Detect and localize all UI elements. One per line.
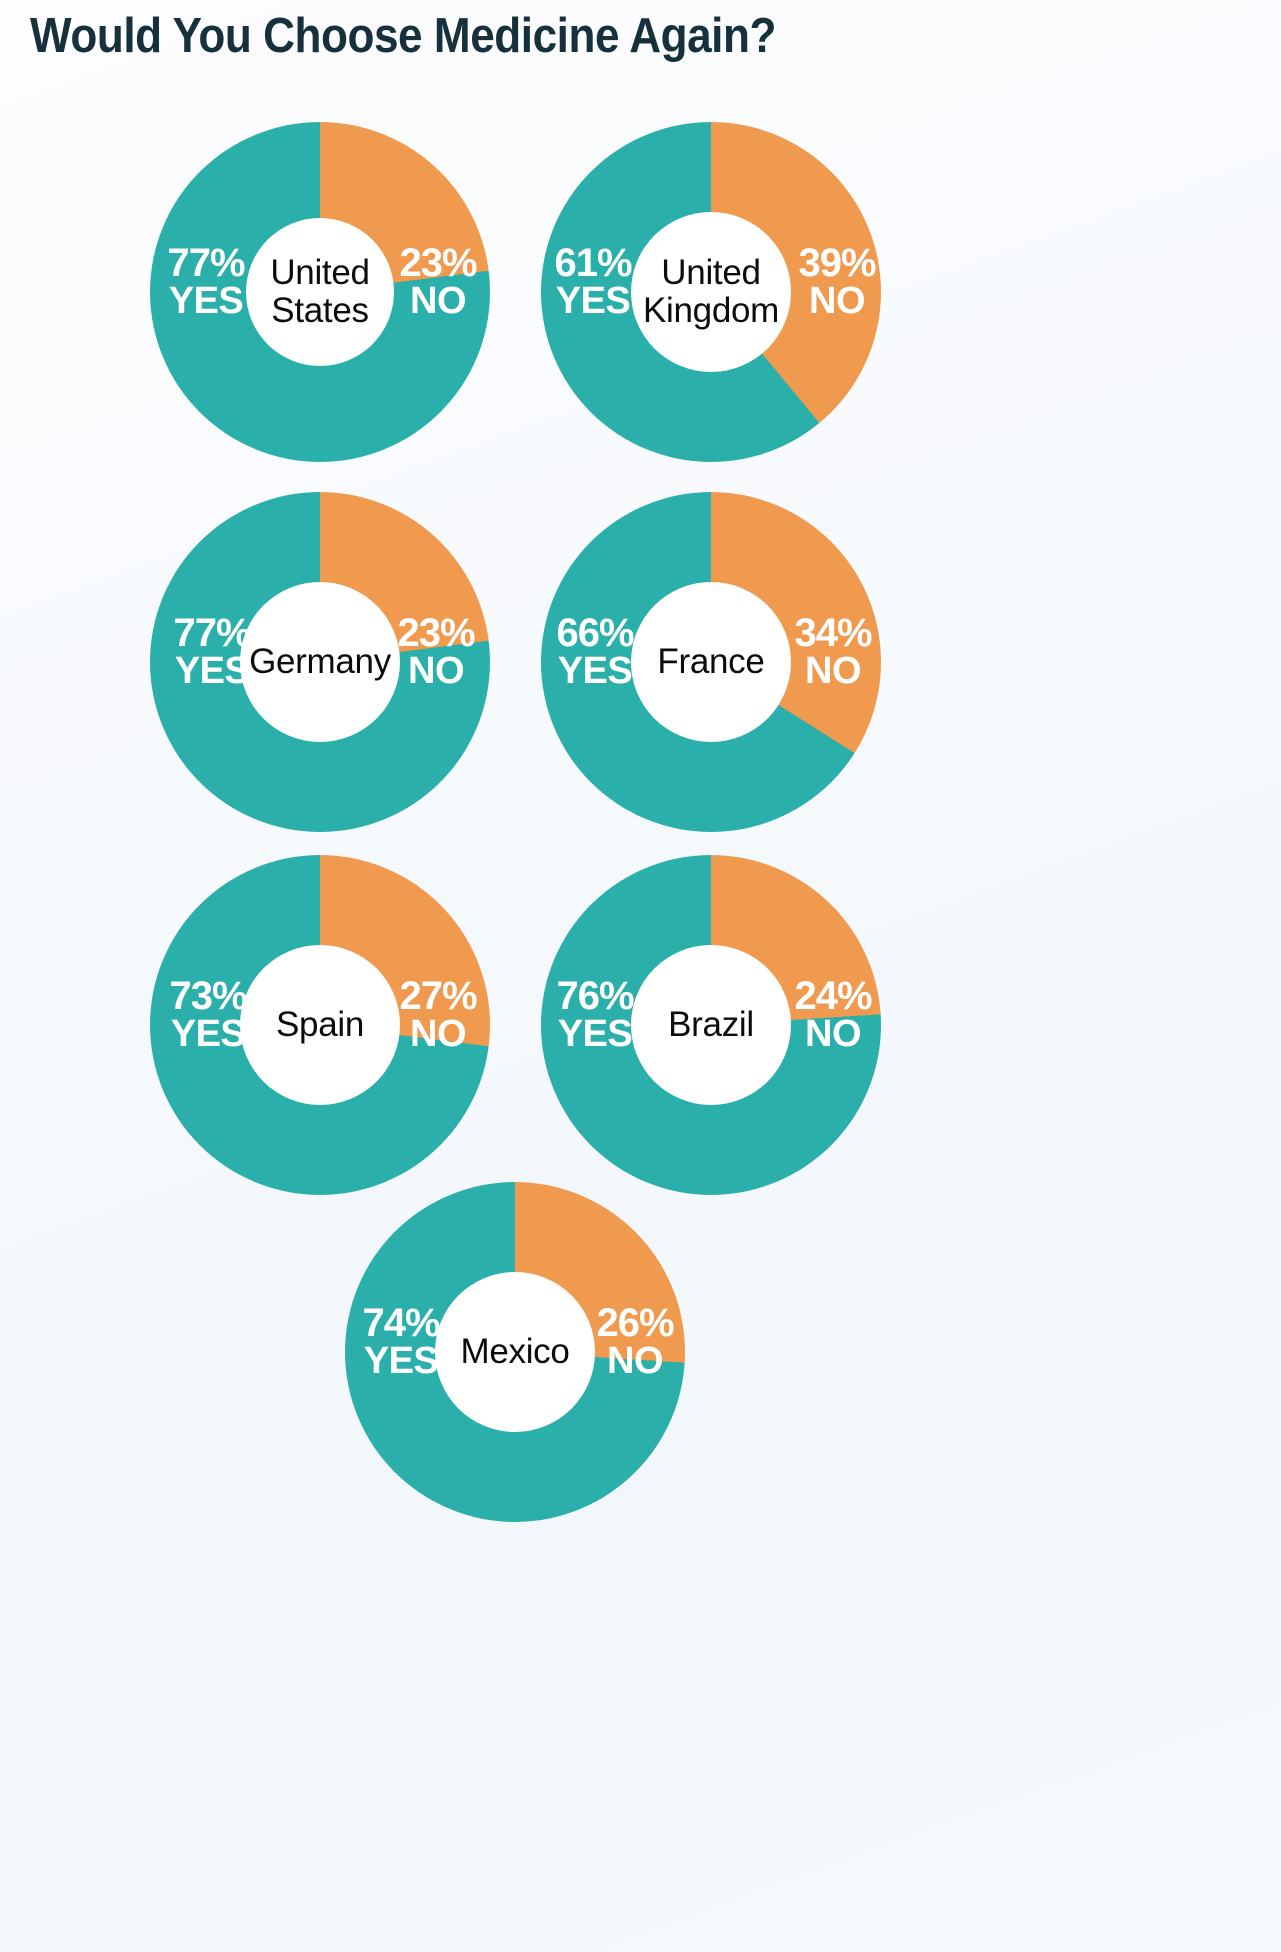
yes-word-united-states: YES xyxy=(168,280,244,323)
country-label-germany: Germany xyxy=(245,641,395,682)
country-label-line1: United xyxy=(270,252,370,292)
country-label-united-states: United States xyxy=(266,252,373,331)
no-label-spain: 27% NO xyxy=(390,974,486,1056)
donut-center-spain: Spain xyxy=(240,945,400,1105)
country-label-line1: Brazil xyxy=(668,1004,754,1044)
country-label-line2: States xyxy=(271,291,369,330)
no-label-united-states: 23% NO xyxy=(390,241,486,323)
yes-pct-brazil: 76% xyxy=(556,974,634,1018)
no-word-mexico: NO xyxy=(607,1340,664,1383)
no-word-spain: NO xyxy=(410,1013,467,1056)
donut-center-brazil: Brazil xyxy=(631,945,791,1105)
no-pct-united-kingdom: 39% xyxy=(798,241,876,285)
no-word-germany: NO xyxy=(408,650,465,693)
yes-pct-spain: 73% xyxy=(169,974,247,1018)
yes-word-brazil: YES xyxy=(557,1013,633,1056)
no-word-france: NO xyxy=(805,650,862,693)
no-pct-united-states: 23% xyxy=(399,241,477,285)
no-pct-mexico: 26% xyxy=(596,1301,674,1345)
country-label-mexico: Mexico xyxy=(456,1331,573,1372)
donut-center-france: France xyxy=(631,582,791,742)
no-word-brazil: NO xyxy=(805,1013,862,1056)
country-label-line1: Germany xyxy=(249,641,391,681)
no-label-united-kingdom: 39% NO xyxy=(789,241,885,323)
no-word-united-kingdom: NO xyxy=(809,280,866,323)
country-label-line2: Kingdom xyxy=(642,291,780,330)
country-label-line1: Spain xyxy=(275,1004,365,1044)
donut-center-united-kingdom: United Kingdom xyxy=(631,212,791,372)
no-pct-france: 34% xyxy=(794,611,872,655)
country-label-spain: Spain xyxy=(272,1004,368,1045)
yes-pct-united-states: 77% xyxy=(167,241,245,285)
no-pct-germany: 23% xyxy=(397,611,475,655)
no-label-germany: 23% NO xyxy=(388,611,484,693)
donut-center-mexico: Mexico xyxy=(435,1272,595,1432)
donut-chart-spain: Spain 73% YES 27% NO xyxy=(150,855,490,1195)
donut-chart-germany: Germany 77% YES 23% NO xyxy=(150,492,490,832)
yes-pct-france: 66% xyxy=(556,611,634,655)
donut-center-united-states: United States xyxy=(246,218,394,366)
yes-label-germany: 77% YES xyxy=(164,611,260,693)
donut-chart-brazil: Brazil 76% YES 24% NO xyxy=(541,855,881,1195)
donut-chart-united-states: United States 77% YES 23% NO xyxy=(150,122,490,462)
yes-pct-mexico: 74% xyxy=(362,1301,440,1345)
country-label-line1: France xyxy=(657,641,765,681)
no-pct-spain: 27% xyxy=(399,974,477,1018)
no-pct-brazil: 24% xyxy=(794,974,872,1018)
yes-word-spain: YES xyxy=(170,1013,246,1056)
yes-pct-united-kingdom: 61% xyxy=(554,241,632,285)
donut-chart-united-kingdom: United Kingdom 61% YES 39% NO xyxy=(541,122,881,462)
country-label-line1: United xyxy=(661,252,761,292)
yes-word-germany: YES xyxy=(174,650,250,693)
yes-label-brazil: 76% YES xyxy=(547,974,643,1056)
yes-label-spain: 73% YES xyxy=(160,974,256,1056)
page-title: Would You Choose Medicine Again? xyxy=(30,9,776,63)
country-label-france: France xyxy=(653,641,768,682)
yes-pct-germany: 77% xyxy=(173,611,251,655)
yes-word-united-kingdom: YES xyxy=(555,280,631,323)
donut-center-germany: Germany xyxy=(240,582,400,742)
yes-label-mexico: 74% YES xyxy=(353,1301,449,1383)
yes-label-united-kingdom: 61% YES xyxy=(545,241,641,323)
no-label-brazil: 24% NO xyxy=(785,974,881,1056)
yes-label-france: 66% YES xyxy=(547,611,643,693)
yes-word-mexico: YES xyxy=(363,1340,439,1383)
donut-chart-mexico: Mexico 74% YES 26% NO xyxy=(345,1182,685,1522)
donut-chart-france: France 66% YES 34% NO xyxy=(541,492,881,832)
no-label-france: 34% NO xyxy=(785,611,881,693)
yes-label-united-states: 77% YES xyxy=(158,241,254,323)
country-label-line1: Mexico xyxy=(460,1331,570,1371)
no-word-united-states: NO xyxy=(410,280,467,323)
no-label-mexico: 26% NO xyxy=(587,1301,683,1383)
country-label-brazil: Brazil xyxy=(664,1004,758,1045)
yes-word-france: YES xyxy=(557,650,633,693)
country-label-united-kingdom: United Kingdom xyxy=(639,252,783,331)
